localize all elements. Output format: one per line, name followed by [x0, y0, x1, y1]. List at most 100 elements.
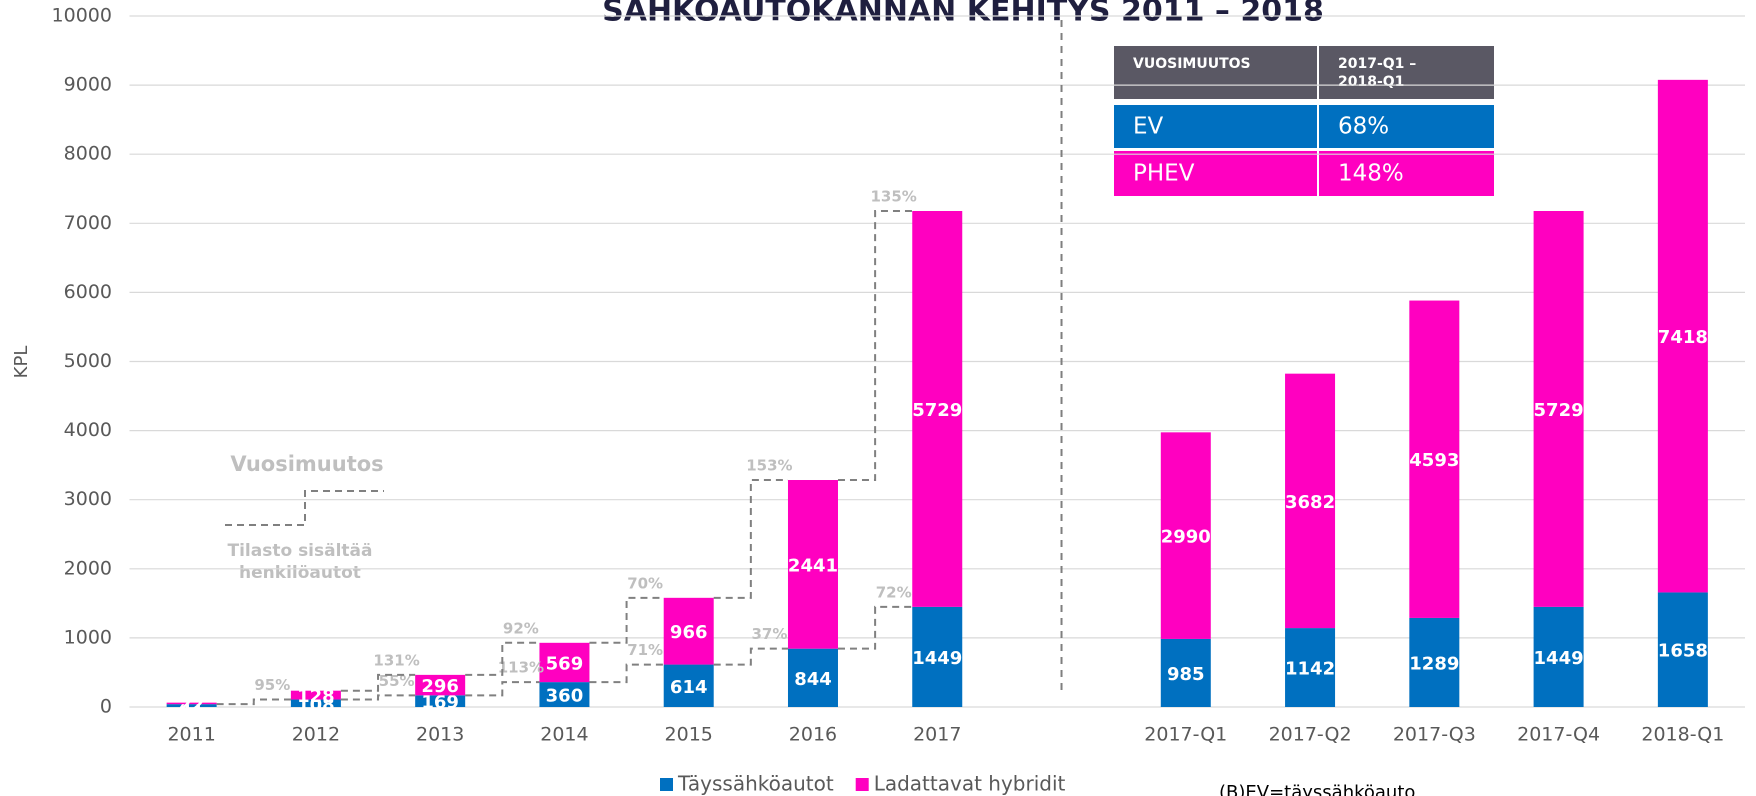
- x-tick-label: 2017-Q4: [1517, 724, 1600, 746]
- table-header: VUOSIMUUTOS: [1133, 56, 1251, 72]
- change-label: 55%: [379, 672, 415, 690]
- y-tick-label: 0: [100, 696, 112, 718]
- x-tick-label: 2015: [665, 724, 713, 746]
- data-label: 1658: [1658, 641, 1708, 662]
- change-step-line: [713, 647, 788, 666]
- bar-segment: [912, 606, 963, 707]
- data-label: 1289: [1409, 653, 1459, 674]
- change-legend: Vuosimuutos Tilasto sisältää henkilöauto…: [225, 452, 384, 583]
- bar-segment: [539, 682, 590, 707]
- y-tick-label: 9000: [64, 74, 112, 96]
- y-axis-label: KPL: [11, 346, 32, 379]
- table-cell-text: PHEV: [1133, 161, 1195, 187]
- table-cell-text: EV: [1133, 114, 1164, 140]
- change-label: 95%: [254, 676, 290, 694]
- change-step-line: [216, 698, 291, 706]
- bar-segment: [290, 690, 341, 700]
- bar-segment: [415, 674, 466, 696]
- data-label: 5729: [1534, 400, 1584, 421]
- bar-segment: [166, 702, 217, 705]
- change-label: 113%: [498, 659, 544, 677]
- change-legend-note: Tilasto sisältää: [228, 541, 373, 561]
- change-step-line: [340, 673, 416, 692]
- change-label: 153%: [746, 457, 792, 475]
- data-label: 169: [421, 692, 459, 713]
- data-label: 7418: [1658, 327, 1708, 348]
- chart-title: SÄHKÖAUTOKANNAN KEHITYS 2011 – 2018: [602, 0, 1324, 29]
- y-tick-label: 5000: [64, 350, 112, 372]
- change-label: 71%: [627, 641, 663, 659]
- legend-swatch: [660, 778, 673, 791]
- change-legend-title: Vuosimuutos: [230, 452, 383, 476]
- bar-segment: [1285, 628, 1336, 707]
- change-step-line: [589, 663, 664, 684]
- table-header: 2017-Q1 –: [1338, 56, 1416, 72]
- bar-segment: [663, 597, 714, 665]
- change-step-line: [713, 479, 788, 599]
- y-tick-label: 6000: [64, 281, 112, 303]
- legend-swatch: [855, 778, 869, 791]
- y-tick-label: 1000: [64, 626, 112, 648]
- x-tick-label: 2011: [167, 724, 215, 746]
- footnote: (B)EV=täyssähköauto: [1219, 782, 1415, 796]
- table-cell-text: 68%: [1338, 114, 1389, 140]
- data-label: 2990: [1161, 527, 1211, 548]
- x-tick-label: 2018-Q1: [1641, 724, 1724, 746]
- bar-segment: [1160, 638, 1211, 707]
- bar-segment: [290, 699, 341, 707]
- table-cell: [1114, 151, 1317, 196]
- data-label: 3682: [1285, 492, 1335, 513]
- data-label: 1142: [1285, 659, 1335, 680]
- bar-segment: [1285, 373, 1336, 629]
- legend-label: Ladattavat hybridit: [874, 772, 1066, 796]
- table-cell: [1114, 105, 1317, 148]
- table-cell-text: 148%: [1338, 161, 1404, 187]
- data-label: 296: [421, 676, 459, 697]
- data-label: 41: [179, 697, 204, 718]
- legend-label: Täyssähköautot: [677, 772, 834, 796]
- bar-segment: [663, 664, 714, 707]
- data-label: 360: [546, 686, 584, 707]
- change-step-line: [465, 681, 540, 697]
- change-legend-sample: [225, 490, 384, 526]
- data-label: 2441: [788, 555, 838, 576]
- bar-segment: [912, 211, 963, 607]
- data-label: 4593: [1409, 450, 1459, 471]
- y-tick-label: 10000: [52, 5, 112, 27]
- x-tick-label: 2016: [789, 724, 837, 746]
- x-tick-label: 2017: [913, 724, 961, 746]
- change-label: 131%: [373, 651, 419, 669]
- data-label: 1449: [1534, 648, 1584, 669]
- bar-segment: [1657, 592, 1708, 707]
- change-step-line: [465, 641, 540, 676]
- x-tick-label: 2017-Q2: [1269, 724, 1352, 746]
- x-tick-label: 2012: [292, 724, 340, 746]
- change-step-line: [837, 210, 913, 482]
- data-label: 985: [1167, 664, 1205, 685]
- change-label: 70%: [627, 574, 663, 592]
- table-cell: [1319, 105, 1494, 148]
- y-tick-label: 4000: [64, 419, 112, 441]
- bar-segment: [1409, 617, 1460, 707]
- data-label: 128: [297, 686, 335, 707]
- y-tick-label: 2000: [64, 557, 112, 579]
- change-label: 37%: [751, 625, 787, 643]
- x-tick-label: 2017-Q3: [1393, 724, 1476, 746]
- x-tick-label: 2013: [416, 724, 464, 746]
- table-header-cell: [1114, 46, 1317, 99]
- y-tick-label: 8000: [64, 143, 112, 165]
- data-label: 1449: [912, 648, 962, 669]
- y-tick-label: 3000: [64, 488, 112, 510]
- change-step-line: [589, 596, 664, 644]
- data-label: 22: [179, 694, 204, 715]
- bar-segment: [1533, 211, 1584, 607]
- bar-segment: [539, 642, 590, 683]
- table-header-cell: [1319, 46, 1494, 99]
- data-label: 844: [794, 669, 832, 690]
- change-label: 92%: [503, 619, 539, 637]
- bar-segment: [787, 648, 838, 707]
- change-step-line: [837, 605, 913, 650]
- data-label: 569: [546, 653, 584, 674]
- y-tick-label: 7000: [64, 212, 112, 234]
